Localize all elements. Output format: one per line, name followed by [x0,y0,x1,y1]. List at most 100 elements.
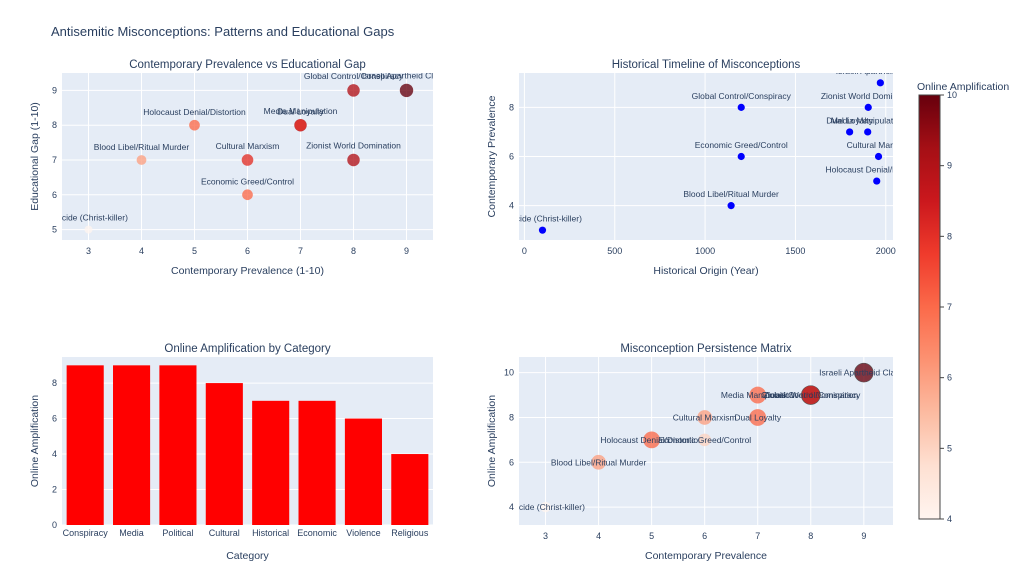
data-point [399,83,414,98]
y-tick-label: 8 [509,412,514,422]
data-label: Holocaust Denial/Distortion [825,164,928,174]
data-label: Israeli Apartheid Claims [836,66,925,76]
data-point [189,119,200,131]
colorbar-gradient [918,94,941,520]
colorbar-tick-label: 5 [947,443,952,453]
y-tick-label: 6 [52,414,57,424]
subplot-persistence: Misconception Persistence Matrix Contempo… [486,343,893,562]
x-tick-label: 500 [607,246,622,256]
x-axis-title: Category [226,550,269,562]
x-tick-label: 9 [404,246,409,256]
points-layer: Deicide (Christ-killer) Blood Libel/Ritua… [62,71,433,234]
y-tick-label: 4 [52,449,57,459]
data-label: Deicide (Christ-killer) [503,214,582,224]
data-label: Economic Greed/Control [658,435,751,445]
data-point [136,155,147,165]
data-point [242,189,253,201]
data-point [241,154,254,166]
x-tick-label: 9 [861,531,866,541]
data-label: Global Control/Conspiracy [761,390,861,400]
data-point [737,152,745,161]
data-label: Global Control/Conspiracy [304,71,404,81]
data-label: Media Manipulation [721,390,795,400]
data-label: Media Manipulation [264,106,338,116]
x-tick-label: Cultural [209,528,240,538]
y-tick-label: 0 [52,520,57,530]
x-tick-label: 8 [808,531,813,541]
colorbar-tick-label: 8 [947,231,952,241]
data-label: Deicide (Christ-killer) [506,502,585,512]
points-layer: Deicide (Christ-killer) Blood Libel/Ritua… [506,362,893,513]
data-point [846,128,854,136]
y-axis-title: Educational Gap (1-10) [29,102,41,211]
bar [113,365,151,525]
y-axis-title: Contemporary Prevalence [486,95,498,217]
data-point [737,103,745,111]
x-tick-label: 5 [649,531,654,541]
data-point [876,79,884,87]
x-tick-label: 1000 [695,246,715,256]
bar [205,383,243,525]
data-label: Global Control/Conspiracy [692,91,792,101]
x-tick-label: 4 [596,531,601,541]
colorbar: Online Amplification 4 5 6 7 8 9 10 [917,81,1009,524]
data-label: Cultural Marxism [216,141,280,151]
colorbar-tick-label: 9 [947,161,952,171]
data-point [540,501,551,513]
figure-title: Antisemitic Misconceptions: Patterns and… [51,24,395,39]
data-point [727,202,735,210]
y-tick-label: 2 [52,485,57,495]
data-point [801,385,821,405]
x-axis-title: Historical Origin (Year) [653,265,758,277]
x-axis-title: Contemporary Prevalence [645,550,767,562]
y-tick-label: 9 [52,85,57,95]
x-tick-label: 7 [298,246,303,256]
x-tick-label: Historical [252,528,289,538]
x-tick-label: 3 [543,531,548,541]
y-tick-label: 8 [52,378,57,388]
data-point [347,84,360,97]
data-point [749,409,767,426]
y-axis-title: Online Amplification [486,395,498,487]
bar [252,400,290,525]
subplot-title: Misconception Persistence Matrix [620,343,792,355]
bar [344,418,382,525]
x-tick-label: 6 [245,246,250,256]
data-label: Cultural Marxism [673,412,737,422]
x-axis-title: Contemporary Prevalence (1-10) [171,265,324,277]
subplot-title: Contemporary Prevalence vs Educational G… [129,59,366,71]
x-tick-label: 4 [139,246,144,256]
data-label: Dual Loyalty [826,115,874,125]
data-label: Zionist World Domination [306,141,401,151]
points-layer: Deicide (Christ-killer) Blood Libel/Ritua… [503,66,928,234]
data-label: Economic Greed/Control [201,176,294,186]
data-point [749,386,767,404]
y-tick-label: 6 [509,457,514,467]
bar [66,365,104,525]
x-tick-label: 5 [192,246,197,256]
data-label: Blood Libel/Ritual Murder [551,457,647,467]
data-label: Blood Libel/Ritual Murder [94,142,190,152]
subplot-prevalence-gap: Contemporary Prevalence vs Educational G… [29,59,433,277]
colorbar-tick-label: 4 [947,514,952,524]
subplot-title: Historical Timeline of Misconceptions [612,59,801,71]
data-point [347,153,360,167]
data-point [294,119,307,131]
x-tick-label: 7 [755,531,760,541]
x-tick-label: 8 [351,246,356,256]
data-label: Dual Loyalty [277,106,325,116]
subplot-timeline: Historical Timeline of Misconceptions His… [486,59,928,277]
bar [298,400,336,525]
x-tick-label: Economic [297,528,337,538]
data-point [538,226,547,234]
y-axis-title: Online Amplification [29,395,41,487]
x-tick-label: 6 [702,531,707,541]
x-tick-label: 1500 [785,246,805,256]
subplot-title: Online Amplification by Category [164,343,330,355]
data-label: Media Manipulation [831,115,905,125]
data-point [874,152,883,161]
y-tick-label: 10 [504,368,514,378]
x-tick-label: 3 [86,246,91,256]
y-tick-label: 8 [509,102,514,112]
